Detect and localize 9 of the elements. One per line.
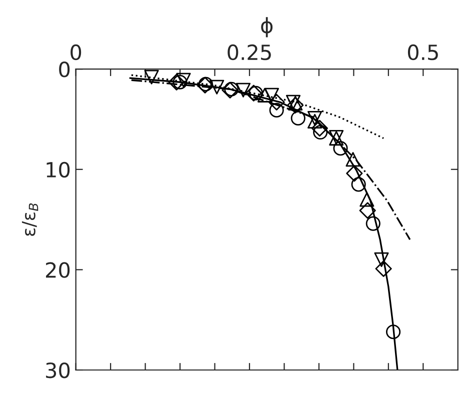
y-tick-label: 20 [46,262,70,278]
x-tick-label: 0.5 [408,44,438,60]
y-tick-label: 10 [46,162,70,178]
y-tick-label: 30 [46,362,70,378]
y-axis-title: ε/ε$_{B}$ [22,203,38,236]
x-axis-title: ϕ [261,17,273,38]
x-tick-label: 0.25 [228,44,271,60]
y-tick-label: 0 [59,62,70,78]
x-tick-label: 0 [70,44,82,60]
